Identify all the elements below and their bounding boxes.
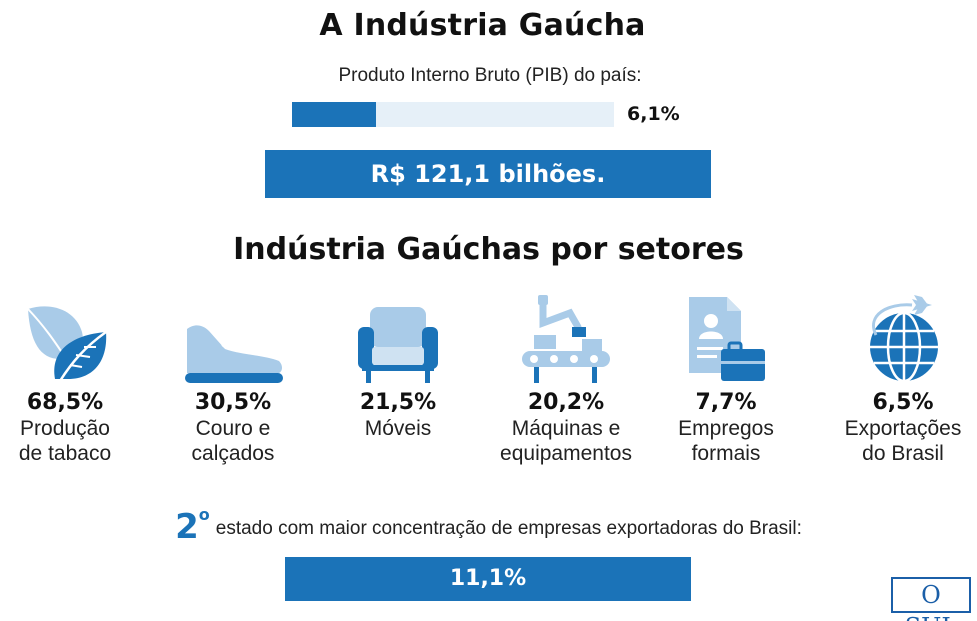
- pib-progress-bar: [292, 102, 614, 127]
- sector-label-line1: Couro e: [195, 417, 271, 440]
- sector-label-line1: Máquinas e: [511, 417, 621, 440]
- pib-label: Produto Interno Bruto (PIB) do país:: [338, 65, 642, 86]
- sector-label-line2: equipamentos: [500, 442, 632, 465]
- page-title: A Indústria Gaúcha: [319, 8, 646, 43]
- sector-label-line1: Empregos: [678, 417, 774, 440]
- sector-empregos: 7,7% Empregos formais: [646, 290, 806, 465]
- sector-label-line1: Móveis: [364, 417, 432, 440]
- sector-maquinas: 20,2% Máquinas e equipamentos: [486, 290, 646, 465]
- globe-plane-icon: [870, 295, 938, 383]
- sector-exportacoes: 6,5% Exportações do Brasil: [823, 290, 977, 465]
- sector-calcados: 30,5% Couro e calçados: [153, 290, 313, 465]
- pib-progress-fill: [292, 102, 376, 127]
- sector-moveis: 21,5% Móveis: [318, 290, 478, 442]
- rank-number: 2: [175, 507, 199, 547]
- sector-label-line2: do Brasil: [862, 442, 944, 465]
- sector-pct: 6,5%: [872, 390, 934, 415]
- armchair-icon: [358, 307, 438, 383]
- employment-document-icon: [689, 297, 765, 381]
- o-sul-logo: O SUL: [891, 577, 971, 621]
- sectors-row: 68,5% Produção de tabaco 30,5% Couro e c…: [0, 290, 977, 480]
- sector-label-line2: formais: [691, 442, 761, 465]
- leaf-icon: [27, 306, 107, 382]
- rank-text: estado com maior concentração de empresa…: [215, 518, 802, 539]
- pib-value: 6,1%: [627, 103, 680, 125]
- shoe-icon: [185, 325, 283, 383]
- sector-pct: 21,5%: [359, 390, 437, 415]
- robot-arm-icon: [522, 295, 610, 383]
- rank-statement: 2o estado com maior concentração de empre…: [0, 505, 977, 547]
- sector-pct: 30,5%: [194, 390, 272, 415]
- sectors-title: Indústria Gaúchas por setores: [233, 232, 744, 267]
- sector-label-line1: Exportações: [844, 417, 962, 440]
- sector-pct: 68,5%: [26, 390, 104, 415]
- sector-pct: 20,2%: [527, 390, 605, 415]
- sector-label-line2: de tabaco: [18, 442, 112, 465]
- rank-ordinal: o: [198, 505, 210, 524]
- sector-label-line1: Produção: [20, 417, 110, 440]
- share-value-box: 11,1%: [285, 557, 691, 601]
- sector-pct: 7,7%: [695, 390, 757, 415]
- sector-label-line2: calçados: [191, 442, 275, 465]
- total-value-box: R$ 121,1 bilhões.: [265, 150, 711, 198]
- sector-tabaco: 68,5% Produção de tabaco: [0, 290, 145, 465]
